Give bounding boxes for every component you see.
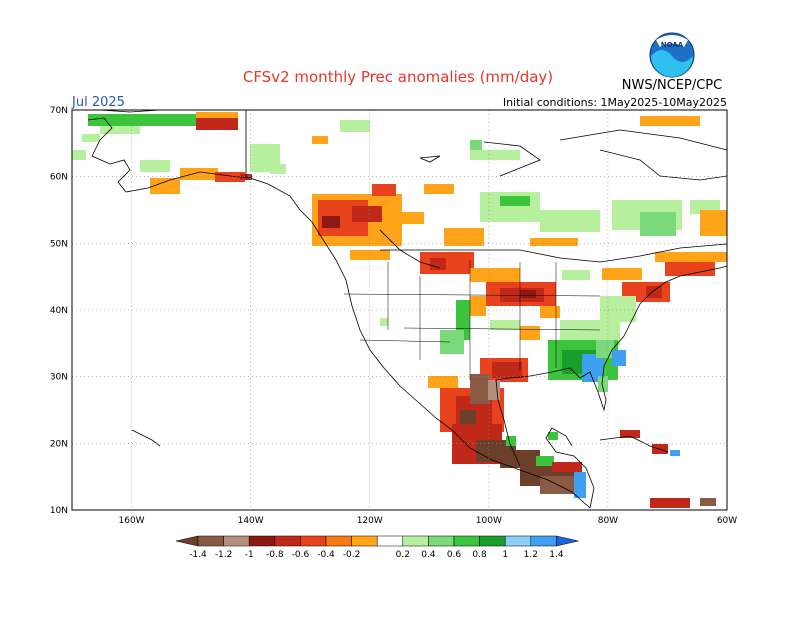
colorbar-label: 1.2 — [524, 550, 538, 560]
longitude-tick-label: 120W — [357, 516, 383, 526]
coastlines — [87, 109, 728, 509]
colorbar-swatch — [248, 535, 276, 547]
colorbar-swatch — [504, 535, 532, 547]
state-boundaries — [343, 260, 601, 380]
colorbar-label: -1.4 — [189, 550, 207, 560]
latitude-tick-label: 30N — [50, 373, 68, 383]
colorbar-swatch — [428, 535, 455, 547]
colorbar-swatch — [274, 535, 301, 547]
noaa-logo: NOAA — [649, 32, 695, 78]
longitude-tick-label: 100W — [476, 516, 502, 526]
map-panel — [71, 109, 728, 511]
colorbar-swatch — [530, 535, 557, 547]
credit-label: NWS/NCEP/CPC — [622, 78, 722, 93]
longitude-tick-label: 80W — [598, 516, 618, 526]
colorbar-label: -1.2 — [215, 550, 233, 560]
colorbar-label: -0.8 — [266, 550, 284, 560]
colorbar-swatch — [376, 535, 404, 547]
longitude-axis: 160W 140W 120W 100W 80W 60W — [119, 516, 738, 526]
colorbar-legend: -1.4 -1.2 -1 -0.8 -0.6 -0.4 -0.2 0.2 0.4 0.6 0.8 1 1… — [175, 535, 579, 560]
longitude-tick-label: 160W — [119, 516, 145, 526]
colorbar-high-arrow — [556, 535, 579, 547]
colorbar-low-arrow — [175, 535, 199, 547]
colorbar-swatch — [351, 535, 378, 547]
colorbar-swatch — [300, 535, 327, 547]
map-border — [71, 109, 728, 511]
latitude-tick-label: 10N — [50, 506, 68, 516]
latitude-tick-label: 20N — [50, 439, 68, 449]
initial-conditions-label: Initial conditions: 1May2025-10May2025 — [503, 96, 727, 109]
colorbar-label: 0.6 — [447, 550, 462, 560]
month-label: Jul 2025 — [71, 95, 125, 110]
map-title: CFSv2 monthly Prec anomalies (mm/day) — [243, 68, 553, 86]
colorbar-swatch — [453, 535, 480, 547]
colorbar-label: 0.4 — [421, 550, 436, 560]
colorbar-label: 1.4 — [549, 550, 564, 560]
colorbar-label: 0.8 — [472, 550, 487, 560]
latitude-tick-label: 40N — [50, 306, 68, 316]
latitude-tick-label: 60N — [50, 173, 68, 183]
latitude-tick-label: 70N — [50, 106, 68, 116]
colorbar-label: -0.6 — [292, 550, 310, 560]
colorbar-label: 1 — [502, 550, 508, 560]
longitude-tick-label: 60W — [717, 516, 737, 526]
colorbar-swatch — [223, 535, 250, 547]
latitude-axis: 70N 60N 50N 40N 30N 20N 10N — [50, 106, 68, 516]
colorbar-swatch — [325, 535, 352, 547]
colorbar-swatch — [479, 535, 506, 547]
colorbar-label: -1 — [245, 550, 254, 560]
colorbar-label: -0.4 — [317, 550, 335, 560]
colorbar-swatch — [197, 535, 224, 547]
colorbar-swatch — [402, 535, 429, 547]
noaa-logo-text: NOAA — [661, 41, 684, 49]
colorbar-label: -0.2 — [343, 550, 361, 560]
colorbar-label: 0.2 — [396, 550, 410, 560]
latitude-tick-label: 50N — [50, 239, 68, 249]
longitude-tick-label: 140W — [238, 516, 264, 526]
